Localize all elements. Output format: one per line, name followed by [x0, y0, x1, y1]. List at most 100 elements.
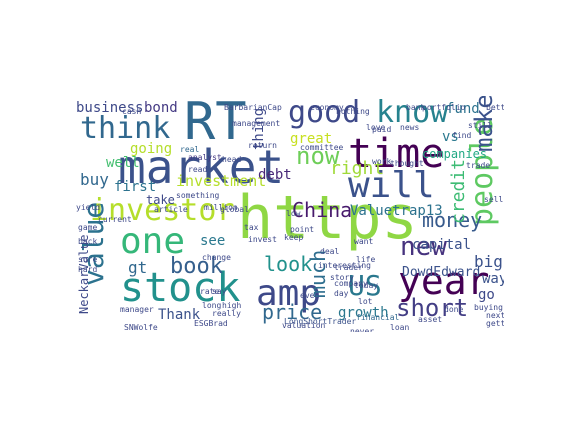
word-nothing: nothing: [336, 107, 370, 116]
word-life: life: [356, 255, 376, 264]
word-valuetrap13: Valuetrap13: [350, 203, 443, 219]
word-news: news: [400, 123, 420, 132]
word-sell: sell: [484, 195, 504, 204]
word-good: good: [288, 96, 361, 130]
word-way: way: [482, 271, 504, 287]
word-debt: debt: [258, 167, 292, 183]
word-great: great: [290, 131, 333, 147]
word-interesting: interesting: [318, 261, 371, 270]
word-analyst: analyst: [188, 153, 222, 162]
word-cloud: https market RT stock time year investor good kn…: [72, 96, 504, 332]
word-invest: invest: [248, 235, 277, 244]
word-vs: vs: [442, 129, 459, 145]
word-going: going: [130, 141, 173, 157]
word-buy: buy: [80, 170, 109, 189]
word-market: market: [118, 140, 285, 194]
word-fund: fund: [446, 101, 480, 117]
word-yield: yield: [76, 203, 101, 212]
word-now: now: [296, 142, 340, 170]
word-stock: stock: [120, 265, 241, 311]
word-getting: getting: [486, 319, 504, 328]
word-longshorttrader: LongShortTrader: [284, 317, 357, 326]
word-thank: Thank: [158, 307, 201, 323]
word-global: global: [220, 205, 249, 214]
word-thought: thought: [390, 159, 424, 168]
word-us: US: [348, 269, 382, 302]
word-year: year: [398, 259, 490, 303]
word-work: work: [372, 157, 392, 166]
word-point: point: [290, 225, 315, 234]
word-low: low: [286, 209, 301, 218]
word-take: take: [146, 193, 175, 207]
word-look: look: [264, 252, 313, 276]
word-read: read: [188, 165, 208, 174]
word-back: back: [78, 237, 98, 246]
word-real: real: [180, 145, 200, 154]
word-china: China: [292, 198, 353, 222]
word-investment: investment: [176, 172, 267, 190]
word-management: management: [232, 119, 281, 128]
word-company: company: [334, 279, 368, 288]
word-something: something: [176, 191, 220, 200]
word-well: well: [106, 155, 140, 171]
word-story: story: [330, 273, 355, 282]
word-go: go: [478, 287, 495, 303]
word-never: never: [350, 327, 375, 333]
word-better: better: [486, 103, 504, 112]
word-snwolfe: SNWolfe: [124, 323, 158, 332]
word-investor: investor: [90, 193, 235, 228]
word-buying: buying: [474, 303, 503, 312]
word-trader: trader: [334, 263, 363, 272]
word-trade: trade: [466, 161, 491, 170]
word-manager: manager: [120, 305, 154, 314]
word-esgbrad: ESGBrad: [194, 319, 228, 328]
word-economy: economy: [310, 103, 344, 112]
word-tax: tax: [244, 223, 259, 232]
word-bank: bank: [406, 103, 426, 112]
word-valuation: valuation: [282, 321, 326, 330]
word-capital: capital: [412, 237, 472, 253]
word-hard: hard: [78, 265, 98, 274]
word-price: price: [262, 300, 323, 324]
word-even: even: [300, 291, 320, 300]
word-article: article: [154, 205, 188, 214]
word-will: will: [348, 165, 435, 206]
word-today: today: [354, 281, 379, 290]
word-high: high: [222, 301, 242, 310]
word-want: want: [354, 237, 374, 246]
word-return: return: [248, 141, 277, 150]
word-paid: paid: [372, 125, 392, 134]
word-short: short: [396, 294, 469, 322]
word-loan: loan: [390, 323, 410, 332]
word-sure: sure: [78, 255, 98, 264]
word-rate: rate: [200, 287, 220, 296]
word-portfolio: portfolio: [422, 103, 466, 112]
word-money: money: [422, 208, 483, 232]
word-asset: asset: [418, 315, 443, 324]
word-neckarvalue: NeckarValue: [77, 234, 91, 314]
word-dowdedward: DowdEdward: [402, 265, 481, 280]
word-gt: gt: [128, 258, 148, 277]
word-current: current: [98, 215, 132, 224]
word-https: https: [237, 183, 418, 253]
word-done: done: [444, 305, 464, 314]
word-bond: bond: [144, 100, 178, 116]
word-know: know: [376, 96, 449, 130]
word-game: game: [78, 223, 98, 232]
word-say: say: [212, 287, 227, 296]
word-keep: keep: [284, 233, 304, 242]
word-new: new: [400, 232, 447, 262]
word-deal: deal: [320, 247, 340, 256]
word-financial: financial: [356, 313, 400, 322]
word-really: really: [212, 309, 241, 318]
word-first: first: [114, 179, 157, 195]
word-growth: growth: [338, 305, 389, 321]
word-amp: amp: [256, 273, 322, 314]
word-time: time: [348, 131, 445, 177]
word-lot: lot: [358, 297, 373, 306]
word-see: see: [200, 233, 226, 249]
word-next: next: [486, 311, 504, 320]
word-change: change: [202, 253, 231, 262]
word-right: right: [330, 158, 385, 179]
word-business: business: [76, 100, 144, 116]
